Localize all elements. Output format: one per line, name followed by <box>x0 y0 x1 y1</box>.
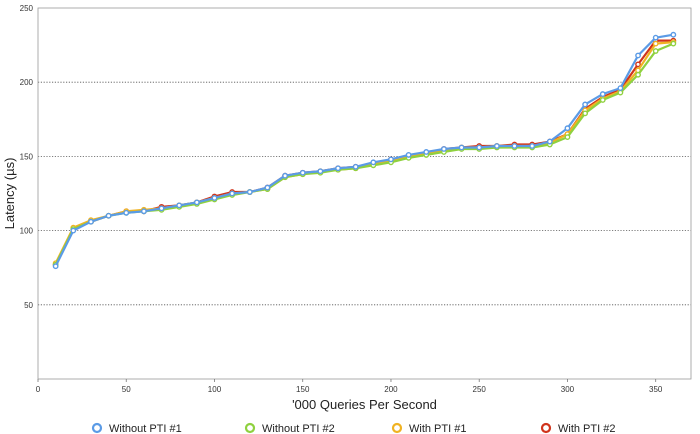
data-point <box>546 138 553 145</box>
data-point <box>405 152 412 158</box>
y-tick-label: 200 <box>20 78 34 87</box>
grid <box>38 81 691 306</box>
data-point <box>652 34 659 41</box>
data-point <box>493 143 500 149</box>
x-tick-label: 100 <box>208 385 222 394</box>
data-point <box>652 48 659 54</box>
data-point <box>652 40 659 47</box>
data-point <box>264 184 271 191</box>
data-point <box>193 199 200 206</box>
data-point <box>370 159 377 166</box>
data-point <box>635 61 641 68</box>
data-point <box>317 168 324 175</box>
data-point <box>670 31 677 38</box>
y-tick-label: 50 <box>24 301 33 310</box>
legend-label: With PTI #1 <box>409 423 466 434</box>
data-point <box>140 208 147 215</box>
data-point <box>599 97 606 103</box>
series-line <box>54 41 674 264</box>
legend-marker <box>391 422 403 434</box>
legend-item: With PTI #1 <box>391 422 466 434</box>
x-tick-label: 300 <box>561 385 575 394</box>
x-tick-label: 0 <box>36 385 41 394</box>
data-point <box>635 71 641 78</box>
data-point <box>246 189 253 195</box>
data-point <box>670 40 677 47</box>
data-point <box>211 195 218 201</box>
x-tick-label: 250 <box>473 385 487 394</box>
series-line <box>54 42 674 266</box>
series-1 <box>52 31 677 270</box>
legend-item: With PTI #2 <box>540 422 615 434</box>
legend-label: Without PTI #2 <box>262 423 335 434</box>
data-point <box>123 209 130 216</box>
plot-frame <box>37 7 692 380</box>
legend-item: Without PTI #2 <box>244 422 335 434</box>
data-point <box>352 163 359 170</box>
data-point <box>476 144 483 151</box>
legend-marker <box>244 422 256 434</box>
data-point <box>582 110 589 117</box>
y-axis-title: Latency (µs) <box>2 158 17 230</box>
data-point <box>511 143 518 149</box>
data-point <box>88 218 94 225</box>
data-point <box>564 134 571 141</box>
series-line <box>54 33 674 267</box>
data-point <box>635 52 641 59</box>
legend-marker <box>540 422 552 434</box>
y-tick-label: 100 <box>20 227 34 236</box>
data-point <box>70 227 77 234</box>
legend: Without PTI #1 Without PTI #2 With PTI #1 W… <box>91 422 615 434</box>
y-tick-label: 150 <box>20 152 34 161</box>
x-tick-label: 200 <box>384 385 398 394</box>
data-point <box>335 165 341 172</box>
data-point <box>388 156 394 163</box>
data-point <box>105 212 112 219</box>
data-point <box>458 144 465 151</box>
data-point <box>52 263 59 270</box>
series-3 <box>52 39 677 267</box>
x-tick-label: 350 <box>649 385 663 394</box>
legend-item: Without PTI #1 <box>91 422 182 434</box>
x-axis-title: '000 Queries Per Second <box>292 397 437 412</box>
data-point <box>529 143 536 149</box>
data-point <box>282 172 288 179</box>
series-2 <box>52 40 677 268</box>
data-point <box>617 89 624 96</box>
data-point <box>423 149 430 155</box>
data-point <box>299 169 306 176</box>
series-4 <box>52 37 677 268</box>
data-point <box>617 85 624 92</box>
legend-label: With PTI #2 <box>558 423 615 434</box>
data-point <box>176 202 183 209</box>
data-point <box>582 101 589 108</box>
data-point <box>599 91 606 97</box>
data-point <box>441 146 447 152</box>
x-tick-label: 150 <box>296 385 310 394</box>
x-tick-label: 50 <box>122 385 131 394</box>
data-point <box>229 190 236 197</box>
legend-marker <box>91 422 103 434</box>
y-tick-label: 250 <box>20 4 34 13</box>
series-group <box>52 31 677 270</box>
series-line <box>54 39 674 266</box>
data-point <box>564 125 571 132</box>
legend-label: Without PTI #1 <box>109 423 182 434</box>
data-point <box>158 205 165 212</box>
axes: 50 100 150 200 250 0 50 100 150 200 250 300 350 <box>20 4 692 394</box>
